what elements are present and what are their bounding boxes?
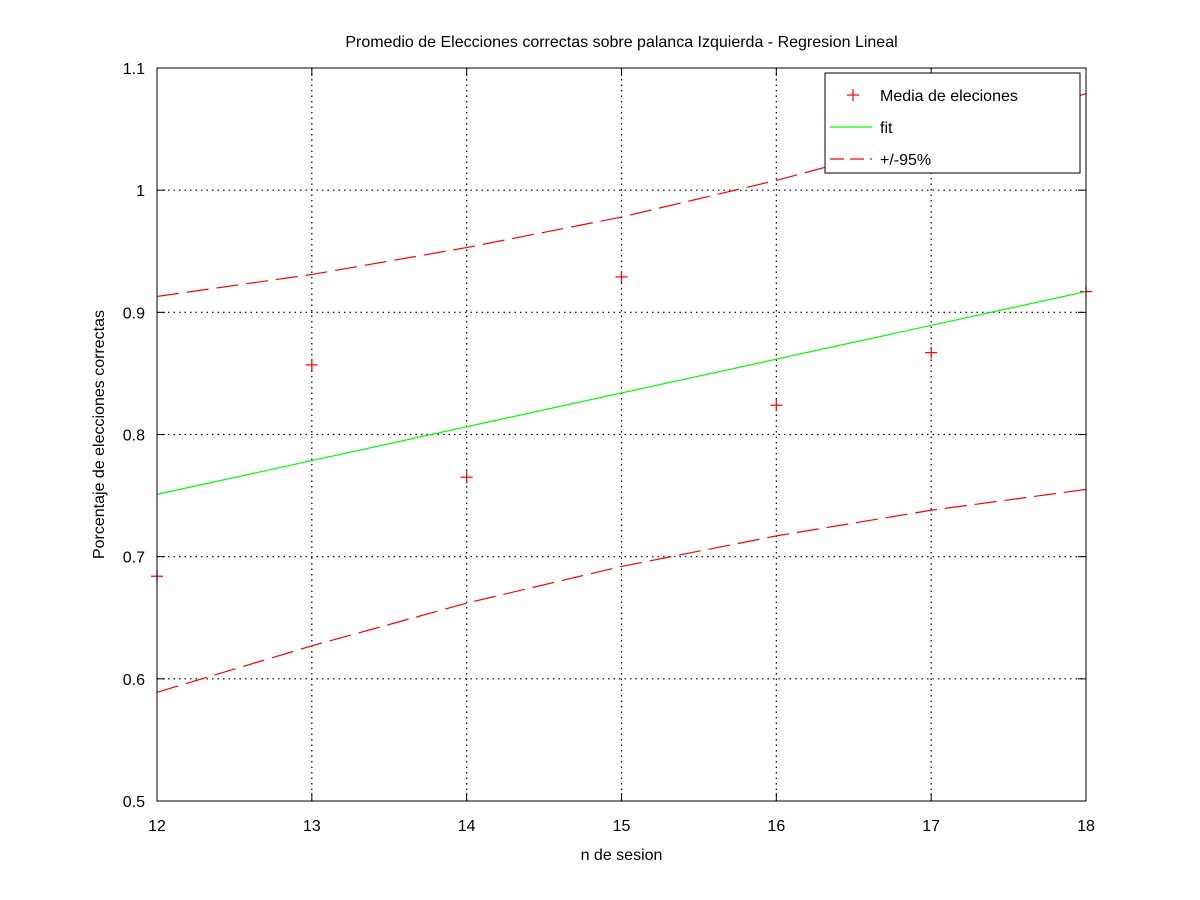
x-tick-label: 13 — [303, 818, 321, 835]
data-point — [305, 358, 318, 371]
series-3 — [156, 488, 1087, 693]
y-tick-label: 1.1 — [123, 61, 145, 78]
data-point — [925, 346, 938, 359]
confidence-band-line — [156, 488, 1087, 693]
legend-label: fit — [880, 120, 893, 137]
x-tick-label: 18 — [1077, 818, 1095, 835]
x-axis-title: n de sesion — [581, 847, 663, 864]
data-point — [460, 471, 473, 484]
legend: Media de eleciones fit +/-95% — [824, 72, 1081, 174]
y-tick-label: 1 — [136, 183, 145, 200]
x-tick-label: 14 — [458, 818, 476, 835]
legend-label: +/-95% — [880, 152, 931, 169]
axes-layer: 12 13 14 15 16 17 18 0.5 0.6 0.7 0.8 0.9 1 1.1 — [123, 61, 1095, 835]
y-tick-label: 0.5 — [123, 794, 145, 811]
series-layer — [151, 93, 1092, 693]
y-tick-label: 0.9 — [123, 305, 145, 322]
x-tick-label: 17 — [922, 818, 940, 835]
fit-line — [156, 290, 1087, 495]
data-point — [770, 399, 783, 412]
series-1 — [156, 290, 1087, 495]
legend-box — [824, 72, 1081, 174]
x-tick-label: 15 — [613, 818, 631, 835]
legend-item: +/-95% — [830, 152, 931, 169]
legend-item: fit — [830, 120, 893, 137]
y-tick-label: 0.6 — [123, 672, 145, 689]
y-tick-label: 0.8 — [123, 428, 145, 445]
x-tick-label: 12 — [148, 818, 166, 835]
y-tick-label: 0.7 — [123, 550, 145, 567]
legend-label: Media de eleciones — [880, 88, 1018, 105]
plot-frame — [156, 67, 1087, 802]
data-point — [615, 270, 628, 283]
x-tick-label: 16 — [767, 818, 785, 835]
y-axis-title: Porcentaje de elecciones correctas — [91, 310, 108, 559]
grid-lines — [157, 68, 1086, 801]
legend-item: Media de eleciones — [847, 88, 1018, 105]
chart-title: Promedio de Elecciones correctas sobre p… — [345, 34, 897, 51]
